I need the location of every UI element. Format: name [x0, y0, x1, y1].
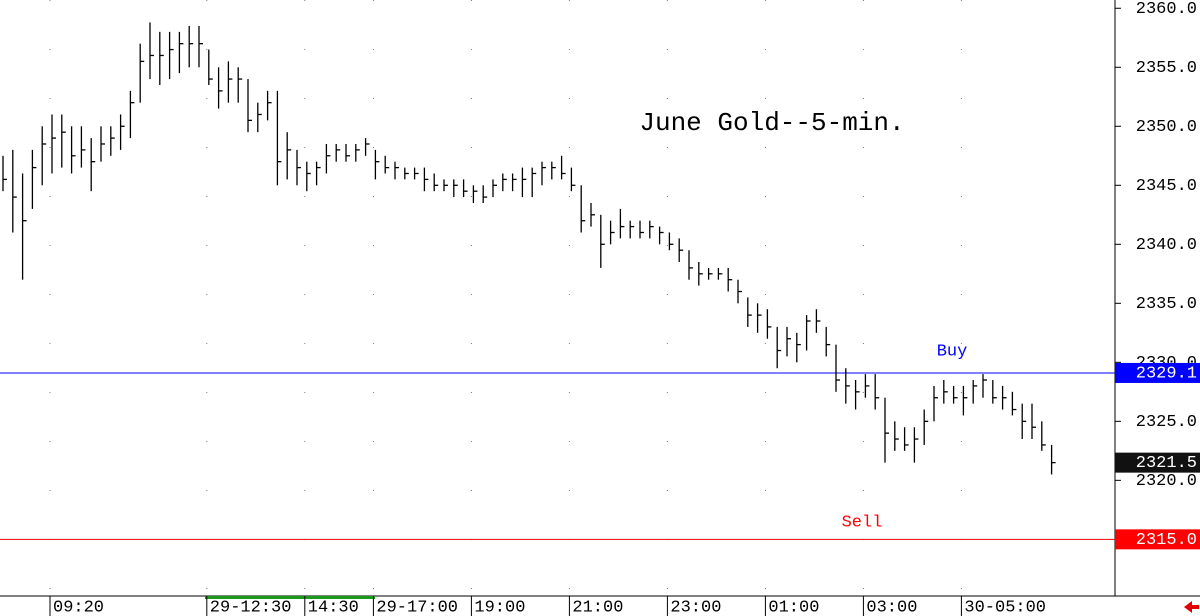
x-tick-label: 01:00 — [768, 598, 819, 616]
x-tick-label: 30-05:00 — [964, 598, 1046, 616]
y-tick-label: 2360.0 — [1136, 0, 1197, 19]
scroll-arrow — [1184, 601, 1199, 613]
session-marker — [205, 596, 375, 599]
y-tick-label: 2350.0 — [1136, 118, 1197, 137]
x-tick-label: 03:00 — [866, 598, 917, 616]
y-tick-label: 2340.0 — [1136, 236, 1197, 255]
x-tick-label: 29-12:30 — [210, 598, 292, 616]
level-annotation: Sell — [842, 513, 883, 532]
level-box — [1115, 362, 1200, 383]
x-tick-label: 21:00 — [572, 598, 623, 616]
y-tick-label: 2325.0 — [1136, 413, 1197, 432]
level-label: 2329.1 — [1136, 364, 1197, 383]
x-tick-label: 23:00 — [670, 598, 721, 616]
x-tick-label: 09:20 — [53, 598, 104, 616]
x-tick-label: 29-17:00 — [376, 598, 458, 616]
chart-title: June Gold--5-min. — [639, 108, 904, 138]
y-tick-label: 2320.0 — [1136, 472, 1197, 491]
y-tick-label: 2355.0 — [1136, 59, 1197, 78]
y-tick-label: 2345.0 — [1136, 177, 1197, 196]
level-label: 2315.0 — [1136, 531, 1197, 550]
y-tick-label: 2335.0 — [1136, 295, 1197, 314]
level-box — [1115, 529, 1200, 550]
last-price-label: 2321.5 — [1136, 454, 1197, 473]
level-annotation: Buy — [937, 342, 968, 361]
x-tick-label: 14:30 — [308, 598, 359, 616]
last-price-box — [1115, 452, 1200, 473]
x-tick-label: 19:00 — [474, 598, 525, 616]
